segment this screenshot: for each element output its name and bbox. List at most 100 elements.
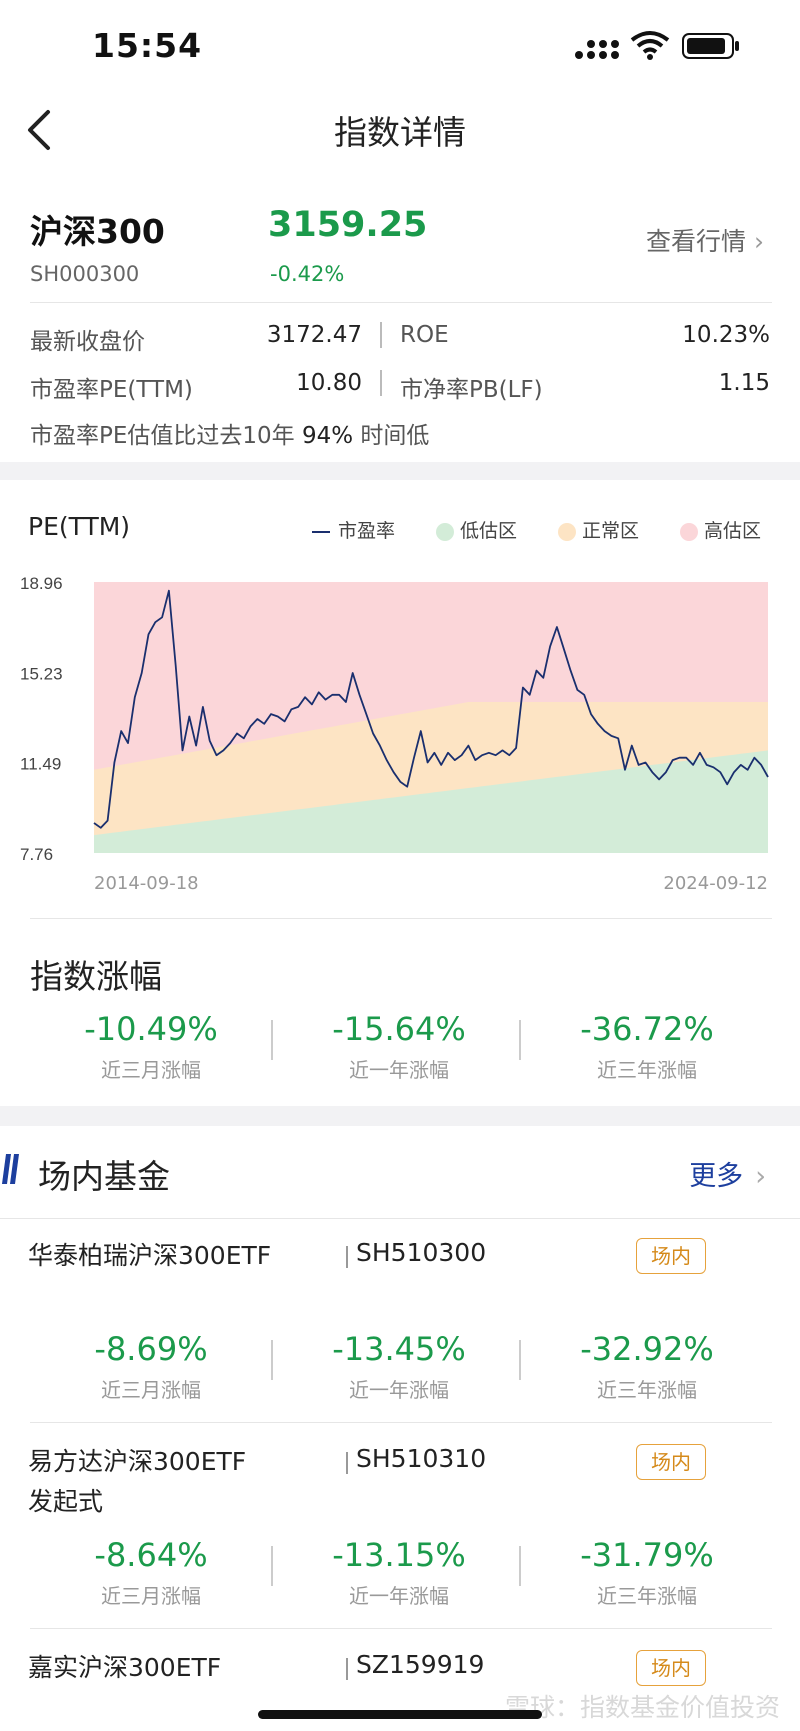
return-label: 近一年涨幅 <box>349 1378 449 1402</box>
low-zone-swatch <box>436 522 454 541</box>
divider <box>0 1218 800 1219</box>
index-returns-title: 指数涨幅 <box>30 957 162 996</box>
divider <box>30 1628 772 1629</box>
status-time: 15:54 <box>92 26 203 65</box>
column-separator <box>271 1340 273 1380</box>
index-price: 3159.25 <box>268 205 428 245</box>
return-label: 近三月涨幅 <box>101 1058 201 1082</box>
back-icon[interactable] <box>20 108 56 152</box>
index-code: SH000300 <box>30 262 140 286</box>
code-separator <box>346 1452 348 1474</box>
code-separator <box>346 1658 348 1680</box>
y-tick-label: 18.96 <box>20 574 63 593</box>
index-name: 沪深300 <box>30 212 165 251</box>
pe-value: 10.80 <box>296 370 362 396</box>
fund-name-line: 嘉实沪深300ETF <box>28 1653 222 1682</box>
view-quote-link[interactable]: 查看行情 › <box>646 222 764 258</box>
chevron-right-icon: › <box>755 1161 766 1192</box>
funds-more-label: 更多 <box>689 1161 744 1192</box>
fund-name-line: 易方达沪深300ETF <box>28 1447 247 1476</box>
low-zone-area <box>94 750 768 853</box>
return-value: -31.79% <box>580 1536 714 1574</box>
line-swatch <box>312 530 330 533</box>
column-separator <box>519 1340 521 1380</box>
return-label: 近三月涨幅 <box>101 1584 201 1608</box>
column-separator <box>519 1020 521 1060</box>
fund-name: 嘉实沪深300ETF <box>28 1648 308 1688</box>
code-separator <box>346 1246 348 1268</box>
return-label: 近三年涨幅 <box>597 1584 697 1608</box>
fund-code: SZ159919 <box>356 1650 485 1679</box>
return-value: -8.69% <box>94 1330 208 1368</box>
y-tick-label: 7.76 <box>20 845 53 864</box>
view-quote-label: 查看行情 <box>646 227 747 256</box>
fund-code: SH510310 <box>356 1444 487 1473</box>
pe-chart[interactable]: 18.96 15.23 11.49 7.76 2014-09-18 2024-09-12 <box>0 560 800 890</box>
funds-title: 场内基金 <box>38 1157 170 1196</box>
return-label: 近三年涨幅 <box>597 1058 697 1082</box>
index-change: -0.42% <box>270 262 345 286</box>
valuation-percent: 94% <box>301 423 354 449</box>
fund-name: 易方达沪深300ETF 发起式 <box>28 1442 308 1522</box>
funds-title-marker <box>0 1154 20 1188</box>
return-value: -32.92% <box>580 1330 714 1368</box>
legend-normal-zone: 正常区 <box>558 516 639 543</box>
return-value: -13.15% <box>332 1536 466 1574</box>
valuation-note: 市盈率PE估值比过去10年 94% 时间低 <box>30 416 429 450</box>
legend-pe-line: 市盈率 <box>312 516 395 543</box>
pe-label: 市盈率PE(TTM) <box>30 377 193 403</box>
fund-tag-badge: 场内 <box>636 1238 706 1274</box>
home-indicator[interactable] <box>258 1710 542 1719</box>
return-label: 近一年涨幅 <box>349 1058 449 1082</box>
pe-series-line <box>93 589 769 829</box>
legend-low-label: 低估区 <box>460 520 518 542</box>
legend-line-label: 市盈率 <box>338 520 396 542</box>
return-value: -8.64% <box>94 1536 208 1574</box>
return-value: -36.72% <box>580 1010 714 1048</box>
return-label: 近三年涨幅 <box>597 1378 697 1402</box>
stat-separator <box>380 322 382 348</box>
return-value: -15.64% <box>332 1010 466 1048</box>
return-label: 近三月涨幅 <box>101 1378 201 1402</box>
fund-name-line: 发起式 <box>28 1487 104 1516</box>
column-separator <box>519 1546 521 1586</box>
pb-label: 市净率PB(LF) <box>400 377 543 403</box>
x-tick-end: 2024-09-12 <box>663 873 768 890</box>
normal-zone-swatch <box>558 522 576 541</box>
latest-close-label: 最新收盘价 <box>30 329 145 355</box>
fund-code: SH510300 <box>356 1238 487 1267</box>
legend-high-zone: 高估区 <box>680 516 761 543</box>
wifi-icon <box>630 30 670 60</box>
pb-value: 1.15 <box>718 370 770 396</box>
battery-icon <box>682 33 742 59</box>
latest-close-value: 3172.47 <box>266 322 362 348</box>
section-gap <box>0 1106 800 1126</box>
legend-high-label: 高估区 <box>704 520 762 542</box>
valuation-note-prefix: 市盈率PE估值比过去10年 <box>30 423 295 449</box>
legend-normal-label: 正常区 <box>582 520 640 542</box>
chevron-right-icon: › <box>746 227 764 256</box>
section-gap <box>0 462 800 480</box>
return-label: 近一年涨幅 <box>349 1584 449 1608</box>
fund-name: 华泰柏瑞沪深300ETF <box>28 1236 308 1276</box>
legend-low-zone: 低估区 <box>436 516 517 543</box>
signal-icon <box>574 34 622 60</box>
divider <box>30 302 772 303</box>
high-zone-swatch <box>680 522 698 541</box>
roe-value: 10.23% <box>682 322 770 348</box>
pe-chart-title: PE(TTM) <box>28 512 131 541</box>
x-tick-start: 2014-09-18 <box>94 873 199 890</box>
column-separator <box>271 1020 273 1060</box>
return-value: -10.49% <box>84 1010 218 1048</box>
funds-more-link[interactable]: 更多 › <box>689 1154 766 1193</box>
y-tick-label: 11.49 <box>20 755 61 774</box>
y-tick-label: 15.23 <box>20 664 63 683</box>
roe-label: ROE <box>400 322 449 348</box>
fund-name-line: 华泰柏瑞沪深300ETF <box>28 1241 272 1270</box>
return-value: -13.45% <box>332 1330 466 1368</box>
divider <box>30 1422 772 1423</box>
fund-tag-badge: 场内 <box>636 1650 706 1686</box>
page-title: 指数详情 <box>334 113 466 152</box>
divider <box>30 918 772 919</box>
stat-separator <box>380 370 382 396</box>
